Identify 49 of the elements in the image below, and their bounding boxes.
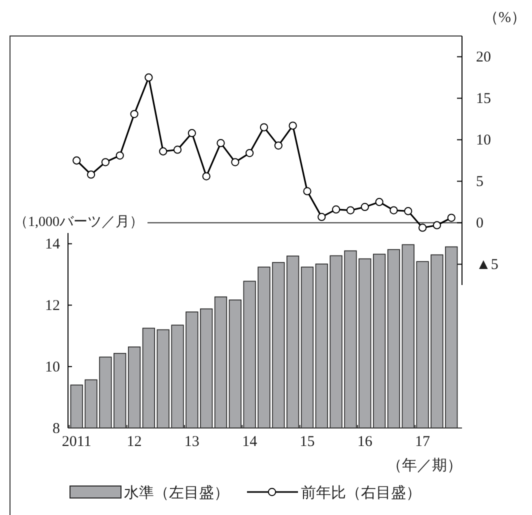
legend-label: 前年比（右目盛）: [301, 484, 421, 502]
point: [173, 146, 182, 154]
x-tick-label: 14: [242, 434, 258, 450]
point: [346, 206, 355, 214]
point: [418, 224, 427, 232]
point: [260, 123, 268, 132]
point: [447, 214, 456, 222]
y-tick-label: 10: [45, 359, 60, 376]
point: [404, 207, 412, 216]
x-tick-label: 13: [184, 434, 200, 450]
point: [144, 73, 153, 82]
point: [375, 198, 384, 206]
legend-label: 水準（左目盛）: [124, 484, 229, 502]
y-tick-label: 14: [45, 236, 60, 253]
point: [274, 142, 282, 150]
point: [303, 187, 312, 196]
point: [72, 156, 81, 165]
y-tick-label: 20: [476, 50, 491, 66]
point: [216, 139, 225, 148]
y-tick-label: 5: [476, 174, 484, 190]
point: [159, 147, 168, 156]
point: [390, 206, 398, 214]
x-tick-label: 2011: [62, 434, 92, 450]
point: [318, 212, 326, 221]
y-axis-title: （1,000バーツ／月）: [14, 214, 144, 230]
y-tick-label: 8: [52, 420, 60, 437]
y-tick-label: ▲5: [476, 257, 498, 274]
y-tick-label: 10: [476, 132, 491, 149]
x-tick-label: 17: [415, 434, 431, 450]
point: [188, 129, 196, 138]
y-axis-title: （%）: [484, 10, 526, 26]
point: [288, 122, 297, 130]
point: [432, 221, 442, 230]
point: [101, 158, 110, 166]
point: [202, 172, 210, 180]
y-tick-label: 0: [476, 216, 484, 232]
x-axis-title: （年／期）: [387, 457, 462, 474]
point: [231, 158, 240, 166]
y-tick-label: 15: [476, 91, 491, 108]
x-tick-label: 12: [126, 434, 142, 450]
point: [360, 202, 369, 212]
point: [116, 151, 124, 160]
point: [86, 170, 96, 179]
point: [246, 148, 254, 158]
x-tick-label: 15: [300, 434, 315, 450]
point: [332, 205, 340, 214]
point: [130, 110, 138, 118]
x-tick-label: 16: [357, 434, 373, 450]
y-tick-label: 12: [45, 298, 60, 314]
